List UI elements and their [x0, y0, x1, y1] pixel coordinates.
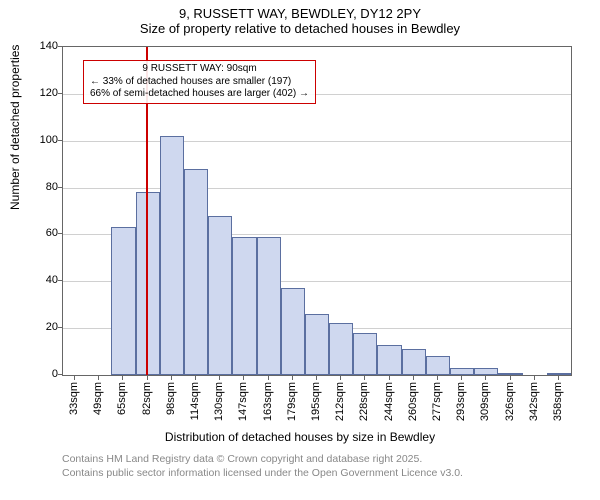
- xtick-label: 358sqm: [552, 382, 564, 421]
- ytick-label: 100: [23, 134, 58, 146]
- histogram-bar: [353, 333, 377, 375]
- xtick-mark: [534, 376, 535, 380]
- histogram-bar: [329, 323, 353, 375]
- histogram-bar: [402, 349, 426, 375]
- ytick-label: 20: [23, 321, 58, 333]
- xtick-label: 309sqm: [479, 382, 491, 421]
- annotation-line2: ← 33% of detached houses are smaller (19…: [90, 76, 309, 89]
- xtick-mark: [98, 376, 99, 380]
- histogram-bar: [281, 288, 305, 375]
- gridline: [63, 188, 571, 189]
- xtick-mark: [122, 376, 123, 380]
- xtick-label: 33sqm: [68, 382, 80, 415]
- xtick-mark: [510, 376, 511, 380]
- histogram-bar: [377, 345, 401, 375]
- ytick-label: 140: [23, 40, 58, 52]
- xtick-label: 49sqm: [92, 382, 104, 415]
- ytick-mark: [58, 327, 62, 328]
- xtick-label: 65sqm: [116, 382, 128, 415]
- xtick-label: 114sqm: [189, 382, 201, 420]
- xtick-label: 326sqm: [504, 382, 516, 421]
- xtick-mark: [195, 376, 196, 380]
- xtick-mark: [268, 376, 269, 380]
- histogram-bar: [160, 136, 184, 375]
- ytick-mark: [58, 280, 62, 281]
- ytick-mark: [58, 93, 62, 94]
- ytick-mark: [58, 374, 62, 375]
- xtick-label: 163sqm: [262, 382, 274, 421]
- ytick-mark: [58, 140, 62, 141]
- xtick-mark: [364, 376, 365, 380]
- xtick-mark: [171, 376, 172, 380]
- histogram-bar: [498, 373, 522, 375]
- xtick-label: 212sqm: [334, 382, 346, 421]
- xtick-mark: [461, 376, 462, 380]
- xtick-mark: [413, 376, 414, 380]
- xtick-mark: [437, 376, 438, 380]
- plot-area: 9 RUSSETT WAY: 90sqm← 33% of detached ho…: [62, 46, 572, 376]
- xtick-mark: [485, 376, 486, 380]
- histogram-bar: [305, 314, 329, 375]
- histogram-bar: [232, 237, 256, 375]
- title-line1: 9, RUSSETT WAY, BEWDLEY, DY12 2PY: [0, 0, 600, 21]
- histogram-bar: [426, 356, 450, 375]
- xtick-label: 277sqm: [431, 382, 443, 421]
- x-axis-label: Distribution of detached houses by size …: [0, 430, 600, 444]
- ytick-label: 120: [23, 87, 58, 99]
- xtick-label: 195sqm: [310, 382, 322, 421]
- gridline: [63, 141, 571, 142]
- histogram-bar: [184, 169, 208, 375]
- histogram-bar: [547, 373, 571, 375]
- xtick-label: 244sqm: [383, 382, 395, 421]
- xtick-label: 228sqm: [358, 382, 370, 421]
- xtick-mark: [219, 376, 220, 380]
- histogram-bar: [208, 216, 232, 375]
- histogram-bar: [450, 368, 474, 375]
- xtick-mark: [316, 376, 317, 380]
- ytick-label: 40: [23, 274, 58, 286]
- ytick-mark: [58, 233, 62, 234]
- histogram-bar: [257, 237, 281, 375]
- xtick-mark: [292, 376, 293, 380]
- annotation-line1: 9 RUSSETT WAY: 90sqm: [90, 63, 309, 76]
- histogram-bar: [111, 227, 135, 375]
- title-line2: Size of property relative to detached ho…: [0, 21, 600, 38]
- xtick-mark: [147, 376, 148, 380]
- xtick-label: 179sqm: [286, 382, 298, 421]
- ytick-mark: [58, 46, 62, 47]
- ytick-label: 80: [23, 181, 58, 193]
- xtick-label: 260sqm: [407, 382, 419, 421]
- xtick-label: 147sqm: [237, 382, 249, 421]
- xtick-mark: [340, 376, 341, 380]
- xtick-label: 293sqm: [455, 382, 467, 421]
- xtick-mark: [74, 376, 75, 380]
- footer-line1: Contains HM Land Registry data © Crown c…: [62, 452, 463, 466]
- xtick-label: 82sqm: [141, 382, 153, 415]
- xtick-label: 130sqm: [213, 382, 225, 421]
- xtick-label: 342sqm: [528, 382, 540, 421]
- ytick-label: 60: [23, 227, 58, 239]
- y-axis-label: Number of detached properties: [8, 45, 22, 210]
- xtick-mark: [558, 376, 559, 380]
- xtick-mark: [389, 376, 390, 380]
- footer-line2: Contains public sector information licen…: [62, 466, 463, 480]
- ytick-label: 0: [23, 368, 58, 380]
- annotation-line3: 66% of semi-detached houses are larger (…: [90, 88, 309, 101]
- xtick-label: 98sqm: [165, 382, 177, 415]
- ytick-mark: [58, 187, 62, 188]
- histogram-bar: [474, 368, 498, 375]
- footer-attribution: Contains HM Land Registry data © Crown c…: [62, 452, 463, 480]
- annotation-box: 9 RUSSETT WAY: 90sqm← 33% of detached ho…: [83, 60, 316, 104]
- xtick-mark: [243, 376, 244, 380]
